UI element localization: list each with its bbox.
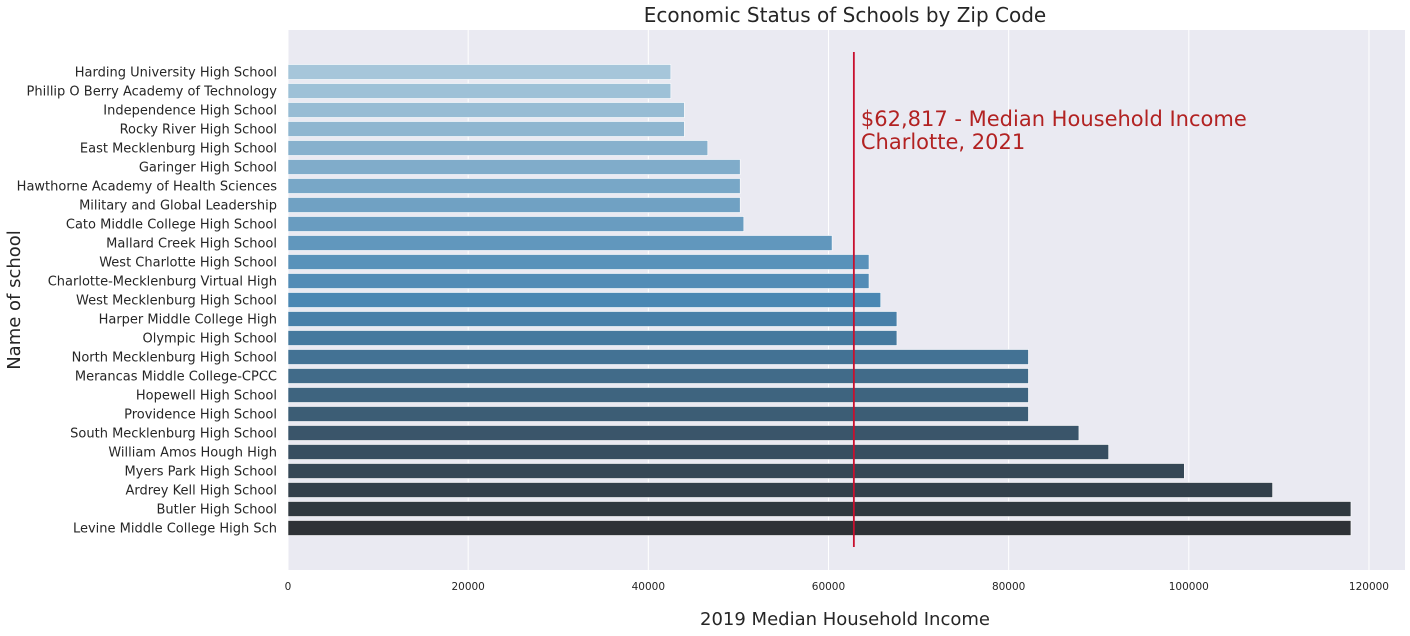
- bar: [287, 64, 672, 80]
- chart-title: Economic Status of Schools by Zip Code: [644, 3, 1046, 27]
- bars: [287, 64, 1352, 536]
- y-tick-label: Military and Global Leadership: [79, 199, 277, 214]
- bar: [287, 349, 1029, 365]
- bar: [287, 83, 672, 99]
- y-tick-label: Mallard Creek High School: [106, 237, 277, 252]
- x-tick-labels: 0 20000 40000 60000 80000 100000 120000: [285, 581, 1389, 593]
- y-tick-label: Hopewell High School: [136, 389, 277, 404]
- y-tick-label: Levine Middle College High Sch: [73, 522, 277, 537]
- x-tick-label: 0: [285, 581, 292, 593]
- bar: [287, 159, 741, 175]
- y-tick-label: Hawthorne Academy of Health Sciences: [17, 180, 278, 195]
- y-tick-label: Butler High School: [156, 503, 277, 518]
- bar: [287, 425, 1080, 441]
- y-tick-label: West Charlotte High School: [99, 256, 277, 271]
- y-tick-label: William Amos Hough High: [108, 446, 277, 461]
- y-tick-label: Harper Middle College High: [99, 313, 277, 328]
- bar: [287, 140, 709, 156]
- y-axis-label: Name of school: [4, 230, 25, 370]
- y-tick-label: Charlotte-Mecklenburg Virtual High: [48, 275, 277, 290]
- y-tick-label: East Mecklenburg High School: [80, 142, 277, 157]
- y-tick-label: West Mecklenburg High School: [76, 294, 277, 309]
- bar: [287, 330, 898, 346]
- bar: [287, 482, 1273, 498]
- x-tick-label: 120000: [1349, 581, 1389, 593]
- bar: [287, 444, 1109, 460]
- y-tick-label: Harding University High School: [75, 66, 277, 81]
- y-tick-labels: Harding University High School Phillip O …: [17, 66, 278, 537]
- bar: [287, 235, 833, 251]
- y-tick-label: North Mecklenburg High School: [72, 351, 277, 366]
- x-tick-label: 40000: [632, 581, 665, 593]
- x-tick-label: 60000: [812, 581, 845, 593]
- bar: [287, 387, 1029, 403]
- x-tick-label: 80000: [992, 581, 1025, 593]
- bar: [287, 520, 1352, 536]
- y-tick-label: South Mecklenburg High School: [70, 427, 277, 442]
- y-tick-label: Rocky River High School: [120, 123, 277, 138]
- bar: [287, 197, 741, 213]
- bar: [287, 273, 870, 289]
- x-tick-label: 100000: [1169, 581, 1209, 593]
- y-tick-label: Providence High School: [124, 408, 277, 423]
- y-tick-label: Merancas Middle College-CPCC: [75, 370, 277, 385]
- bar: [287, 501, 1352, 517]
- bar: [287, 406, 1029, 422]
- x-axis-label: 2019 Median Household Income: [700, 609, 990, 630]
- bar: [287, 102, 685, 118]
- reference-line-sublabel: Charlotte, 2021: [861, 130, 1025, 154]
- bar: [287, 216, 745, 232]
- y-tick-label: Ardrey Kell High School: [125, 484, 277, 499]
- y-tick-label: Myers Park High School: [124, 465, 277, 480]
- y-tick-label: Independence High School: [103, 104, 277, 119]
- y-tick-label: Phillip O Berry Academy of Technology: [27, 85, 278, 100]
- y-tick-label: Cato Middle College High School: [66, 218, 277, 233]
- y-tick-label: Olympic High School: [142, 332, 277, 347]
- bar: [287, 368, 1029, 384]
- bar: [287, 463, 1185, 479]
- bar: [287, 178, 741, 194]
- y-tick-label: Garinger High School: [139, 161, 277, 176]
- bar: [287, 292, 882, 308]
- x-tick-label: 20000: [451, 581, 484, 593]
- bar: [287, 121, 685, 137]
- bar: [287, 254, 870, 270]
- reference-line-label: $62,817 - Median Household Income: [861, 107, 1247, 131]
- reference-line-group: $62,817 - Median Household IncomeCharlot…: [852, 52, 1247, 547]
- bar: [287, 311, 898, 327]
